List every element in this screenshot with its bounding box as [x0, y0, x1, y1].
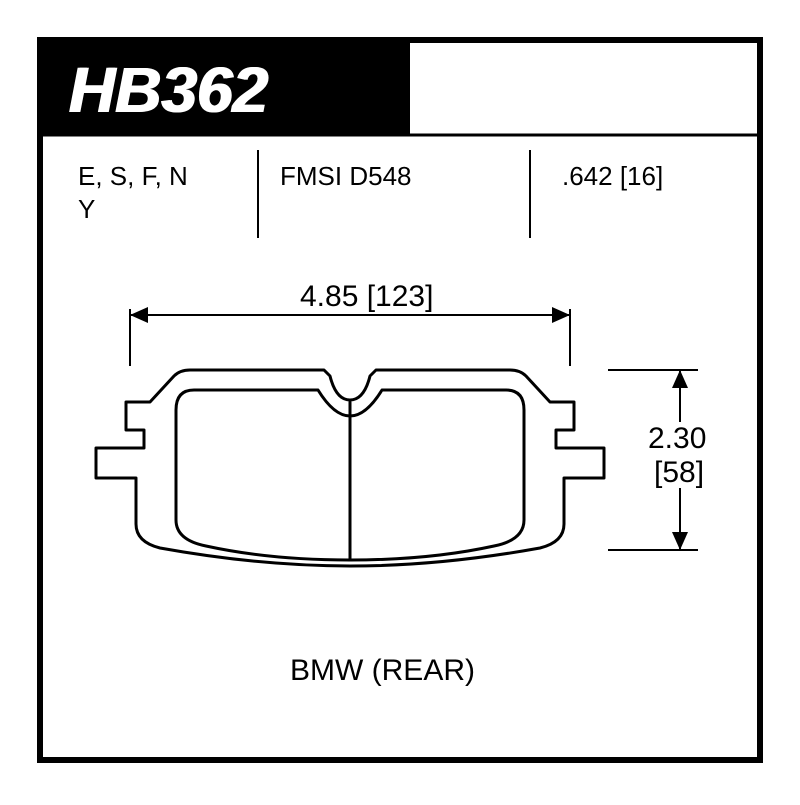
svg-text:[58]: [58]	[654, 456, 704, 489]
application-label: BMW (REAR)	[290, 654, 475, 687]
width-dimension: 4.85 [123]	[300, 280, 433, 313]
height-dimension: 2.30	[648, 422, 706, 455]
svg-text:HB362: HB362	[70, 54, 269, 126]
spec-thickness: .642 [16]	[562, 161, 663, 191]
spec-fmsi: FMSI D548	[280, 161, 412, 191]
outer-frame	[40, 40, 760, 760]
svg-text:Y: Y	[78, 194, 95, 224]
spec-compounds: E, S, F, N	[78, 161, 188, 191]
